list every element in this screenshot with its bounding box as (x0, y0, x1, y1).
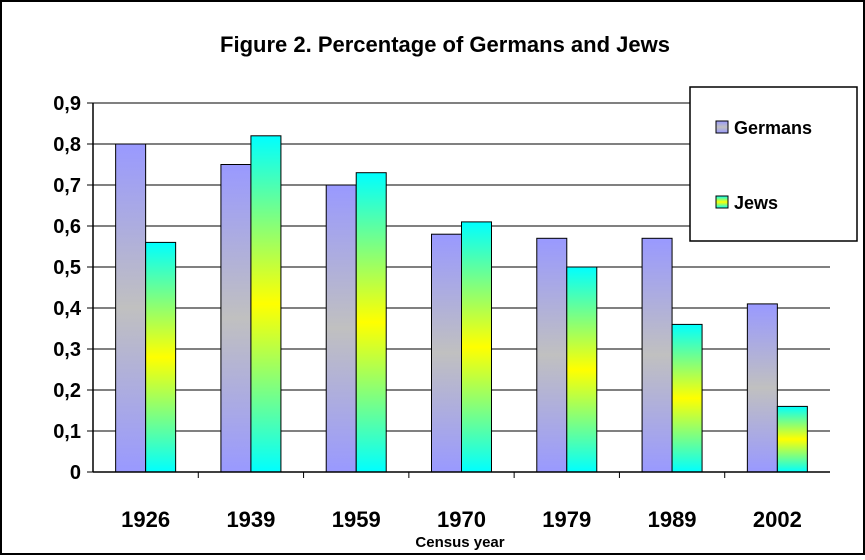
bar-jews-1939 (250, 135, 282, 473)
x-tick-label: 2002 (753, 507, 802, 532)
x-tick-label: 1959 (332, 507, 381, 532)
bar-jews-1959 (355, 172, 387, 473)
chart-title: Figure 2. Percentage of Germans and Jews (220, 32, 670, 57)
y-tick-label: 0,1 (53, 421, 81, 443)
x-tick-label: 1939 (226, 507, 275, 532)
bar-jews-1989 (671, 323, 703, 473)
legend-swatch-jews (715, 195, 729, 209)
y-tick-labels: 0 0,1 0,2 0,3 0,4 0,5 0,6 0,7 0,8 0,9 (53, 93, 82, 484)
axes (92, 103, 830, 478)
x-tick-label: 1989 (648, 507, 697, 532)
bars (115, 135, 808, 473)
bar-germans-1926 (115, 143, 147, 473)
y-tick-label: 0,5 (53, 257, 81, 279)
y-tick-label: 0,9 (53, 93, 81, 115)
x-tick-labels: 1926 1939 1959 1970 1979 1989 2002 (121, 507, 802, 532)
bar-germans-2002 (746, 303, 778, 473)
legend-box (689, 86, 858, 242)
x-axis-label: Census year (415, 534, 504, 551)
x-tick-label: 1926 (121, 507, 170, 532)
bar-germans-1939 (220, 164, 252, 473)
x-tick-label: 1979 (542, 507, 591, 532)
legend-swatch-germans (715, 120, 729, 134)
bar-germans-1989 (641, 237, 673, 473)
bar-jews-1979 (566, 266, 598, 473)
bar-germans-1959 (325, 184, 357, 473)
y-tick-label: 0,3 (53, 339, 81, 361)
y-tick-label: 0 (70, 462, 81, 484)
y-tick-label: 0,8 (53, 134, 81, 156)
x-tick-label: 1970 (437, 507, 486, 532)
y-tick-label: 0,2 (53, 380, 81, 402)
legend-label-jews: Jews (734, 193, 778, 213)
bar-jews-2002 (776, 405, 808, 473)
bar-jews-1970 (461, 221, 492, 473)
y-tick-label: 0,4 (53, 298, 82, 320)
bar-jews-1926 (145, 241, 177, 473)
legend: Germans Jews (689, 86, 858, 242)
legend-label-germans: Germans (734, 118, 812, 138)
y-tick-label: 0,6 (53, 216, 81, 238)
bar-germans-1979 (536, 237, 568, 473)
y-tick-label: 0,7 (53, 175, 81, 197)
bar-germans-1970 (431, 233, 462, 473)
